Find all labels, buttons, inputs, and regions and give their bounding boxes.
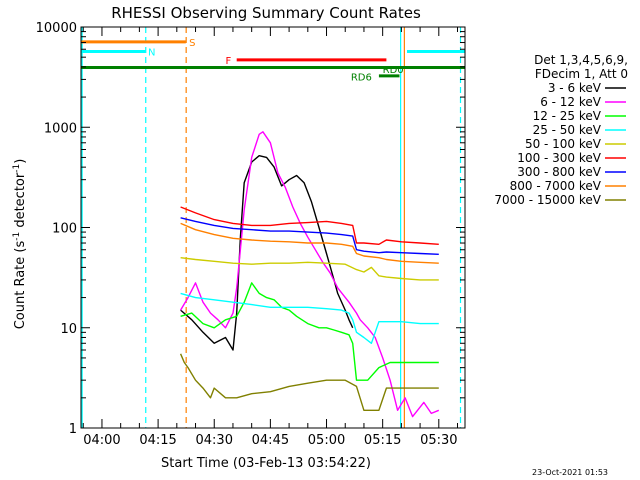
plot-area: S N F RD0 RD6 [81,27,465,428]
legend-header-line-2: FDecim 1, Att 0 [535,67,628,81]
legend-label-6: 300 - 800 keV [517,165,601,179]
legend-label-5: 100 - 300 keV [517,151,601,165]
legend-label-2: 12 - 25 keV [533,109,602,123]
legend-header-line-1: Det 1,3,4,5,6,9, [534,53,628,67]
chart-title: RHESSI Observing Summary Count Rates [111,4,421,22]
legend-label-8: 7000 - 15000 keV [494,193,601,207]
series-line-8 [179,353,439,411]
legend-label-7: 800 - 7000 keV [510,179,602,193]
y-tick-label-3: 1000 [44,121,77,136]
x-tick-label-3: 04:45 [252,433,289,448]
series-line-0 [180,154,354,351]
state-label-f: F [225,56,231,67]
y-axis-label: Count Rate (s-1 detector-1) [12,159,28,330]
x-axis-label: Start Time (03-Feb-13 03:54:22) [161,456,371,471]
series-line-7 [180,222,439,264]
plot-frame [80,26,466,429]
series-line-4 [180,257,439,281]
x-tick-label-0: 04:00 [83,433,120,448]
y-tick-label-0: 1 [69,422,77,437]
x-tick-label-4: 05:00 [308,433,345,448]
series-line-1 [179,131,440,418]
legend-label-1: 6 - 12 keV [540,95,602,109]
y-tick-label-1: 10 [60,322,77,337]
y-tick-label-2: 100 [52,222,77,237]
state-label-n: N [148,47,155,58]
legend-label-3: 25 - 50 keV [533,123,602,137]
series-line-5 [180,206,439,246]
x-tick-label-6: 05:30 [420,433,457,448]
series-line-6 [180,217,439,255]
legend-label-4: 50 - 100 keV [525,137,602,151]
state-label-rd0: RD0 [383,65,404,76]
state-label-s: S [189,38,195,49]
legend: Det 1,3,4,5,6,9, FDecim 1, Att 0 3 - 6 k… [494,53,628,207]
series-line-3 [180,292,439,344]
legend-label-0: 3 - 6 keV [548,81,602,95]
y-tick-label-4: 10000 [36,21,77,36]
x-tick-label-2: 04:30 [196,433,233,448]
footer-date: 23-Oct-2021 01:53 [532,468,608,477]
axes: 1 10 100 1000 10000 04:00 04:15 04:30 04:45 05:00… [36,21,465,448]
state-label-rd6: RD6 [351,73,372,84]
x-tick-label-1: 04:15 [139,433,176,448]
series-line-2 [180,282,439,381]
x-tick-label-5: 05:15 [364,433,401,448]
